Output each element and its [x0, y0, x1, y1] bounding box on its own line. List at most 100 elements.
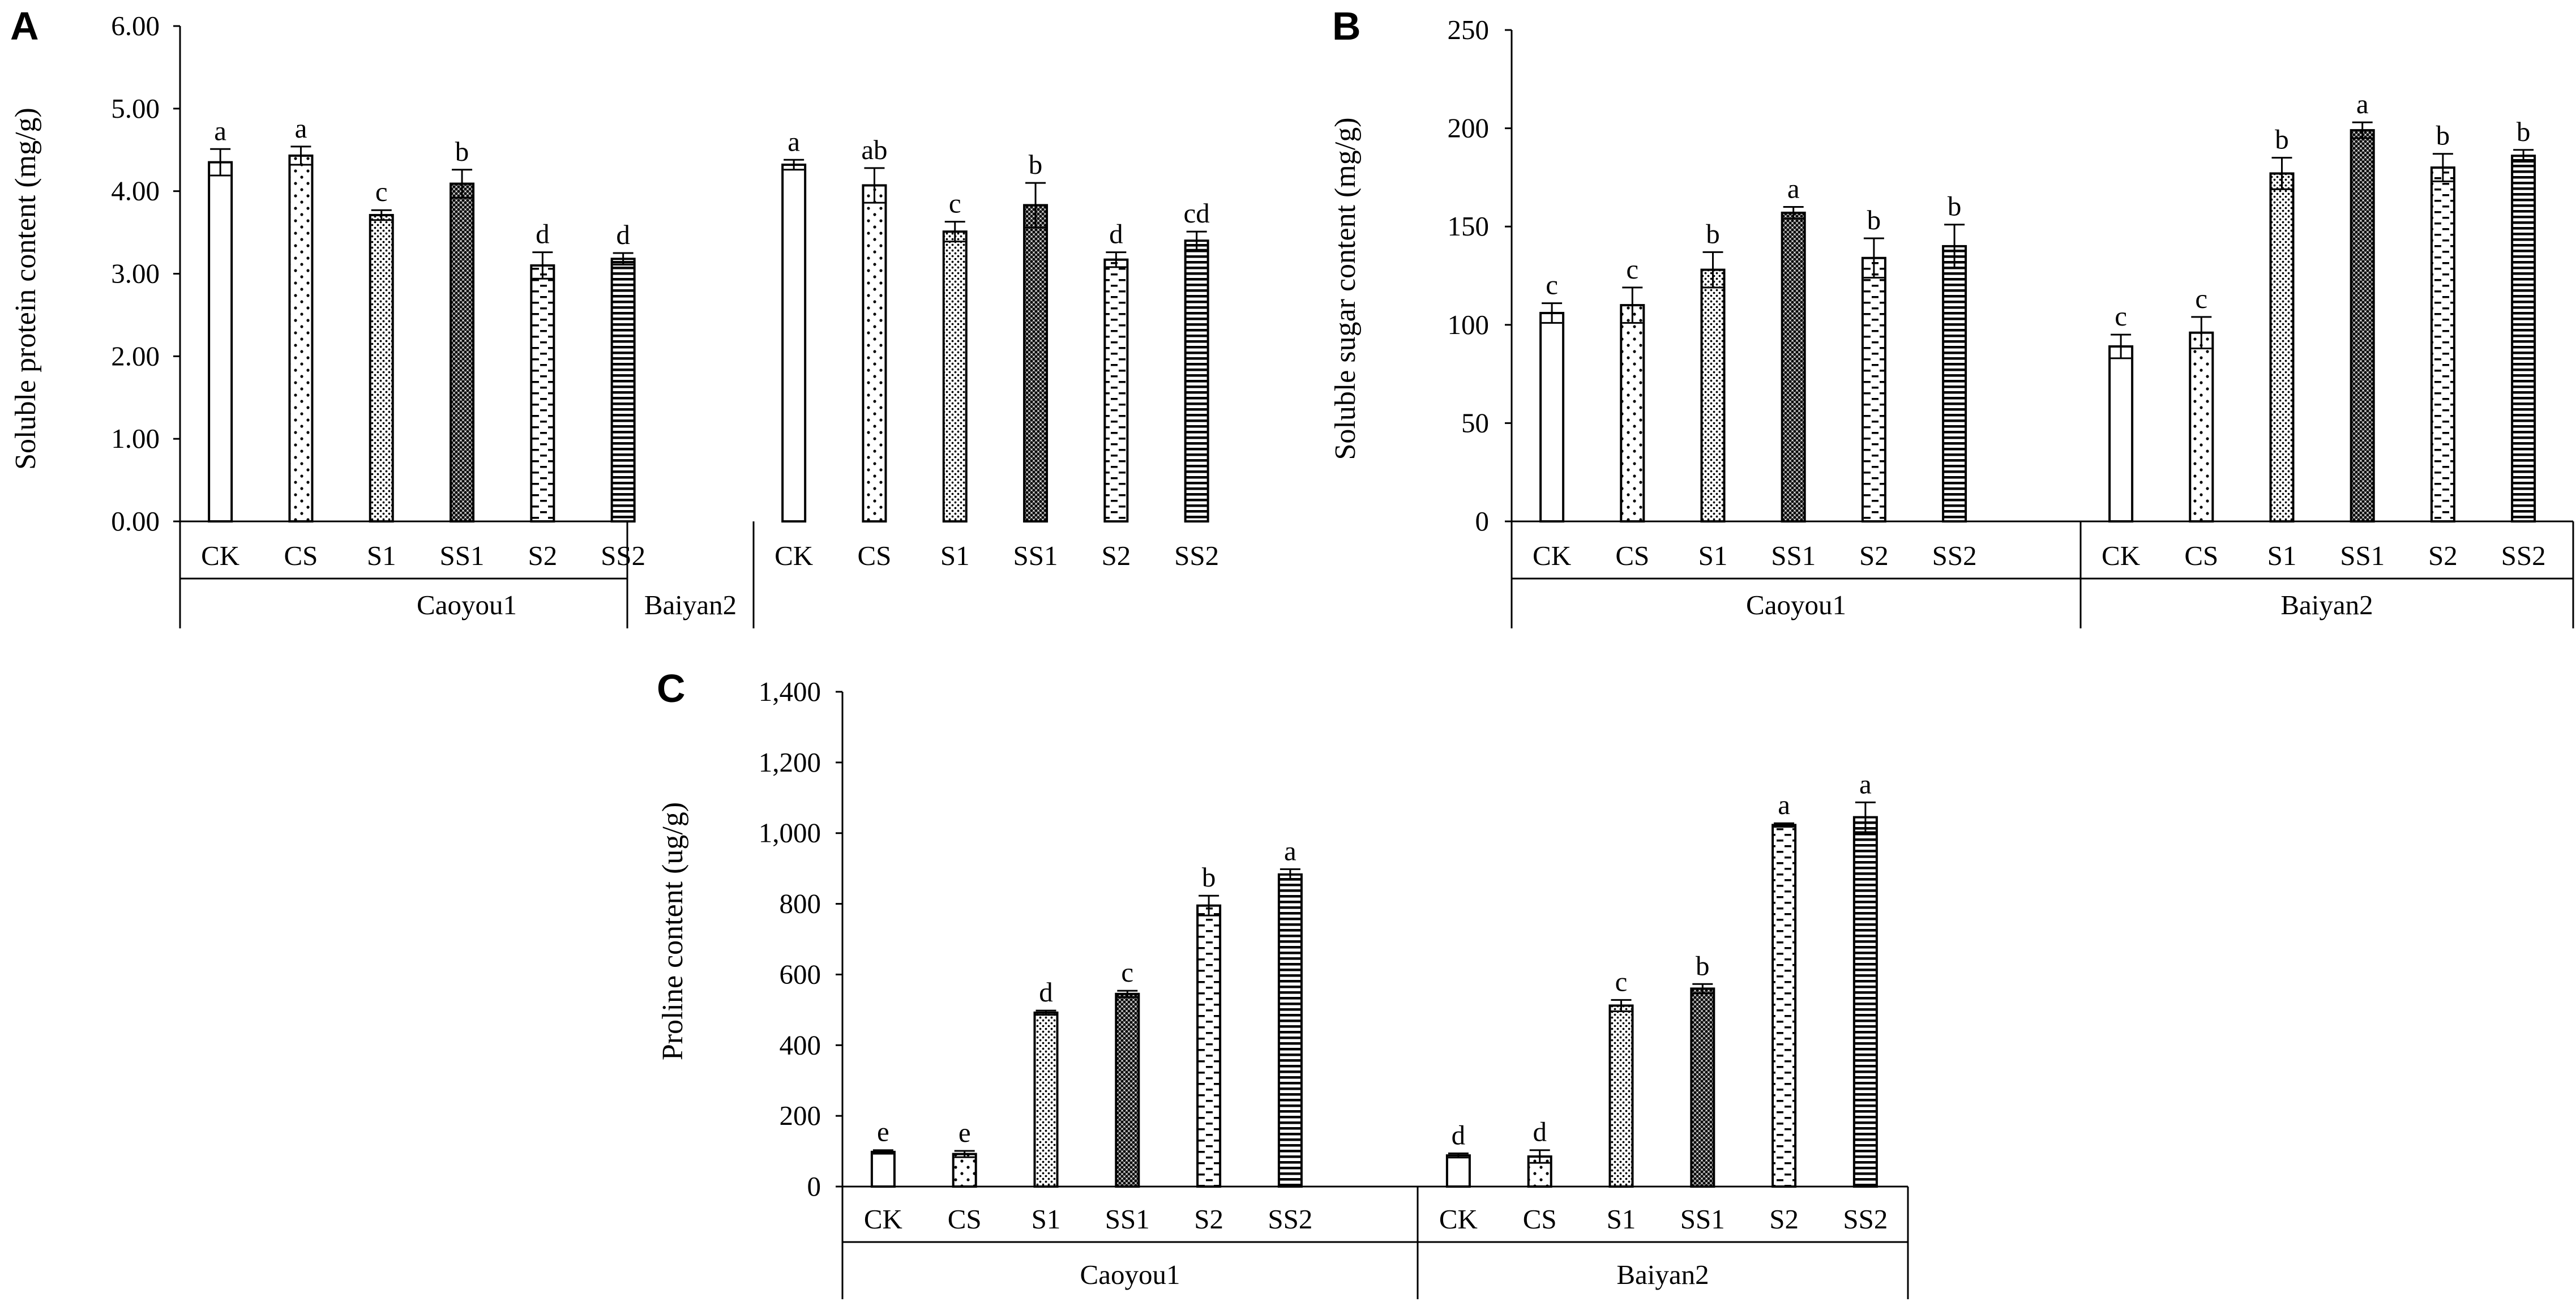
panel-b-category-label: S2 — [1859, 540, 1889, 571]
panel-b-group-label: Caoyou1 — [1746, 589, 1846, 620]
panel-b-group-label: Baiyan2 — [2280, 589, 2373, 620]
panel-b-bar — [1781, 211, 1806, 523]
panel-c-bar — [1033, 1011, 1059, 1188]
panel-a-bar — [862, 184, 887, 523]
panel-c-significance-letter: c — [1615, 966, 1628, 997]
panel-a-significance-letter: ab — [861, 134, 887, 165]
panel-b-letter: B — [1332, 4, 1361, 48]
panel-c-bar — [1277, 873, 1303, 1188]
panel-b-bar — [1700, 268, 1726, 523]
panel-a-category-label: CS — [284, 540, 318, 571]
panel-c-category-label: S1 — [1607, 1204, 1636, 1235]
panel-b-category-label: CS — [1615, 540, 1649, 571]
panel-b-y-tick-label: 200 — [1448, 113, 1490, 144]
panel-a-y-tick-label: 1.00 — [111, 423, 160, 454]
panel-c-significance-letter: b — [1696, 950, 1710, 981]
panel-a-significance-letter: d — [616, 219, 630, 250]
panel-c-y-tick-label: 1,200 — [759, 747, 821, 778]
panel-c-chart: C Proline content (ug/g) 0 200 400 600 800 1,… — [657, 666, 1909, 1299]
panel-c-bar — [870, 1150, 896, 1188]
panel-a-significance-letter: cd — [1184, 198, 1210, 229]
panel-c-bar — [1115, 992, 1140, 1188]
panel-c-significance-letter: e — [877, 1116, 889, 1147]
panel-c-significance-letter: d — [1039, 977, 1053, 1008]
panel-a-group-label: Caoyou1 — [417, 589, 517, 620]
panel-c-category-label: S2 — [1194, 1204, 1223, 1235]
panel-b-bar — [1942, 245, 1967, 523]
panel-c-bar — [1196, 904, 1222, 1188]
panel-b-category-label: SS1 — [1771, 540, 1816, 571]
panel-a-y-tick-label: 3.00 — [111, 258, 160, 289]
panel-b-category-label: CK — [1533, 540, 1571, 571]
panel-b-category-label: CK — [2102, 540, 2140, 571]
panel-a-category-label: S1 — [940, 540, 970, 571]
panel-b-significance-letter: c — [1626, 254, 1638, 285]
panel-b-significance-letter: a — [1787, 173, 1800, 204]
panel-b-category-label: S1 — [2267, 540, 2297, 571]
panel-c-category-label: CS — [948, 1204, 982, 1235]
panel-a-category-label: S2 — [528, 540, 557, 571]
panel-b-bar — [1539, 311, 1565, 523]
panel-b-bar — [1620, 304, 1645, 523]
panel-a-significance-letter: a — [214, 115, 226, 146]
panel-a-group-label: Baiyan2 — [644, 589, 737, 620]
panel-a-category-label: S2 — [1101, 540, 1131, 571]
panel-c-category-label: S2 — [1769, 1204, 1799, 1235]
panel-b-category-label: SS1 — [2340, 540, 2385, 571]
panel-a-bar — [450, 182, 475, 523]
panel-b-y-tick-label: 250 — [1448, 14, 1490, 45]
panel-b-significance-letter: b — [2275, 124, 2289, 155]
panel-a-category-label: SS2 — [601, 540, 645, 571]
panel-a-chart: A Soluble protein content (mg/g) 0.00 1.0… — [10, 4, 1219, 628]
panel-b-significance-letter: b — [1948, 191, 1962, 222]
panel-b-bar — [2511, 155, 2536, 523]
panel-a-bar — [530, 264, 555, 523]
panel-a-bar — [781, 164, 807, 523]
panel-b-significance-letter: a — [2356, 88, 2369, 119]
panel-a-significance-letter: a — [788, 126, 800, 157]
panel-a-bar — [1103, 258, 1129, 523]
panel-a-significance-letter: c — [375, 176, 388, 207]
panel-a-category-label: SS2 — [1174, 540, 1219, 571]
panel-c-bar — [1690, 987, 1715, 1188]
panel-a-bar — [208, 161, 233, 523]
panel-a-significance-letter: a — [295, 113, 307, 144]
panel-b-significance-letter: c — [2195, 283, 2207, 314]
panel-b-category-label: CS — [2184, 540, 2218, 571]
panel-c-y-tick-label: 1,000 — [759, 817, 821, 849]
panel-b-bar — [2269, 172, 2295, 523]
panel-c-significance-letter: b — [1202, 862, 1216, 893]
panel-a-y-tick-label: 5.00 — [111, 93, 160, 124]
panel-b-y-axis-label: Soluble sugar content (mg/g) — [1329, 117, 1362, 460]
panel-a-y-axis-label: Soluble protein content (mg/g) — [10, 108, 42, 470]
panel-b-significance-letter: b — [2436, 120, 2450, 151]
panel-c-significance-letter: d — [1533, 1116, 1547, 1147]
panel-b-y-tick-label: 150 — [1448, 211, 1490, 242]
panel-c-category-label: CS — [1523, 1204, 1557, 1235]
panel-b-significance-letter: c — [2115, 301, 2127, 332]
panel-c-category-label: CK — [1439, 1204, 1478, 1235]
panel-a-bar — [610, 258, 636, 523]
panel-b-category-label: S2 — [2428, 540, 2458, 571]
panel-a-bar — [1023, 204, 1049, 523]
panel-c-significance-letter: a — [1778, 789, 1790, 820]
panel-b-significance-letter: b — [1867, 204, 1881, 235]
panel-b-significance-letter: c — [1546, 269, 1558, 301]
panel-c-significance-letter: c — [1121, 957, 1133, 988]
panel-c-y-tick-label: 600 — [780, 958, 821, 990]
panel-b-chart: B Soluble sugar content (mg/g) 0 50 100 150… — [1329, 4, 2574, 628]
panel-a-letter: A — [10, 4, 39, 48]
panel-a-y-tick-label: 6.00 — [111, 10, 160, 41]
panel-a-y-tick-label: 4.00 — [111, 175, 160, 207]
panel-c-significance-letter: a — [1284, 835, 1296, 866]
panel-c-group-label: Baiyan2 — [1616, 1259, 1709, 1290]
panel-c-bar — [952, 1153, 977, 1188]
panel-b-significance-letter: b — [1706, 218, 1720, 249]
panel-c-bar — [1852, 816, 1878, 1188]
panel-a-y-tick-label: 0.00 — [111, 506, 160, 537]
panel-a-bar — [369, 213, 394, 523]
panel-a-bar — [288, 154, 314, 523]
panel-a-category-label: CS — [857, 540, 891, 571]
panel-b-y-tick-label: 0 — [1475, 506, 1490, 537]
